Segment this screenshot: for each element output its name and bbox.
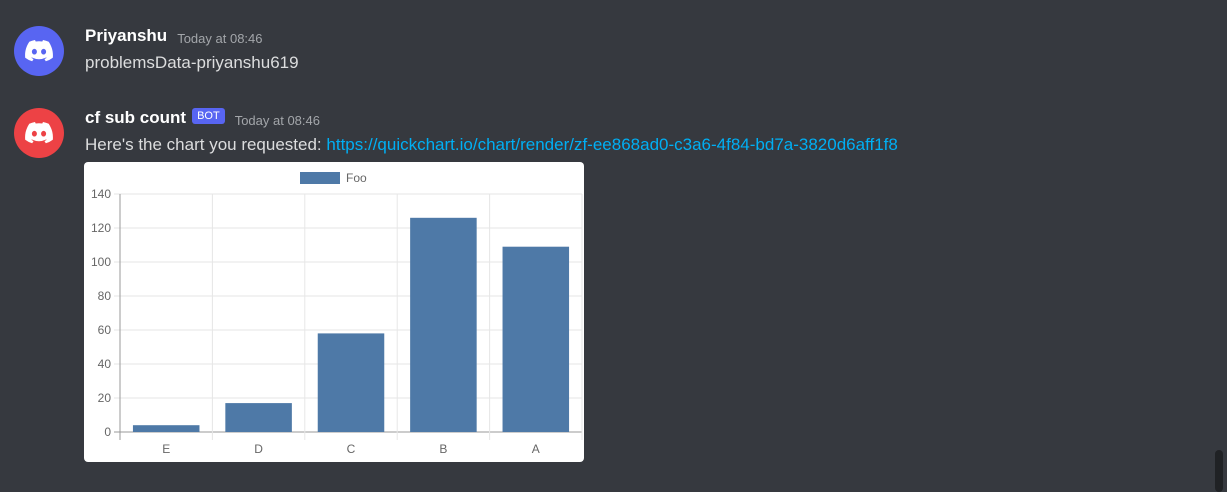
y-tick-label: 120 <box>91 221 111 235</box>
x-tick-label: B <box>439 442 447 456</box>
x-tick-label: C <box>347 442 356 456</box>
legend-label: Foo <box>346 171 367 185</box>
timestamp: Today at 08:46 <box>177 30 263 46</box>
bar-B <box>410 217 477 432</box>
bar-chart: 0 20 40 60 80 100 120 140 E D C B A Foo <box>91 171 583 456</box>
y-tick-label: 100 <box>91 255 111 269</box>
chart-link[interactable]: https://quickchart.io/chart/render/zf-ee… <box>326 135 898 154</box>
message-content: problemsData-priyanshu619 <box>85 53 299 72</box>
bar-D <box>225 403 292 432</box>
message-content: Here's the chart you requested: https://… <box>85 135 898 155</box>
y-tick-label: 140 <box>91 187 111 201</box>
username[interactable]: cf sub count <box>85 108 187 127</box>
scrollbar-thumb[interactable] <box>1215 450 1223 492</box>
bar-C <box>317 333 385 432</box>
message-text: Here's the chart you requested: <box>85 135 327 154</box>
y-tick-label: 80 <box>98 289 112 303</box>
username[interactable]: Priyanshu <box>85 26 168 45</box>
discord-logo-icon <box>25 122 53 144</box>
x-tick-label: D <box>254 442 263 456</box>
x-tick-label: E <box>162 442 170 456</box>
x-tick-label: A <box>532 442 540 456</box>
avatar[interactable] <box>14 108 64 158</box>
message-header: Priyanshu Today at 08:46 <box>85 26 263 46</box>
legend-swatch <box>300 172 340 184</box>
bar-E <box>132 425 200 432</box>
message-header: cf sub count BOT Today at 08:46 <box>85 108 320 128</box>
bot-badge: BOT <box>192 108 225 124</box>
chart-image[interactable]: 0 20 40 60 80 100 120 140 E D C B A Foo <box>84 162 584 462</box>
bar-A <box>502 246 570 432</box>
avatar[interactable] <box>14 26 64 76</box>
scrollbar[interactable] <box>1211 0 1227 492</box>
y-tick-label: 60 <box>98 323 112 337</box>
y-tick-label: 0 <box>104 425 111 439</box>
discord-logo-icon <box>25 40 53 62</box>
y-tick-label: 20 <box>98 391 112 405</box>
y-tick-label: 40 <box>98 357 112 371</box>
timestamp: Today at 08:46 <box>234 112 320 128</box>
